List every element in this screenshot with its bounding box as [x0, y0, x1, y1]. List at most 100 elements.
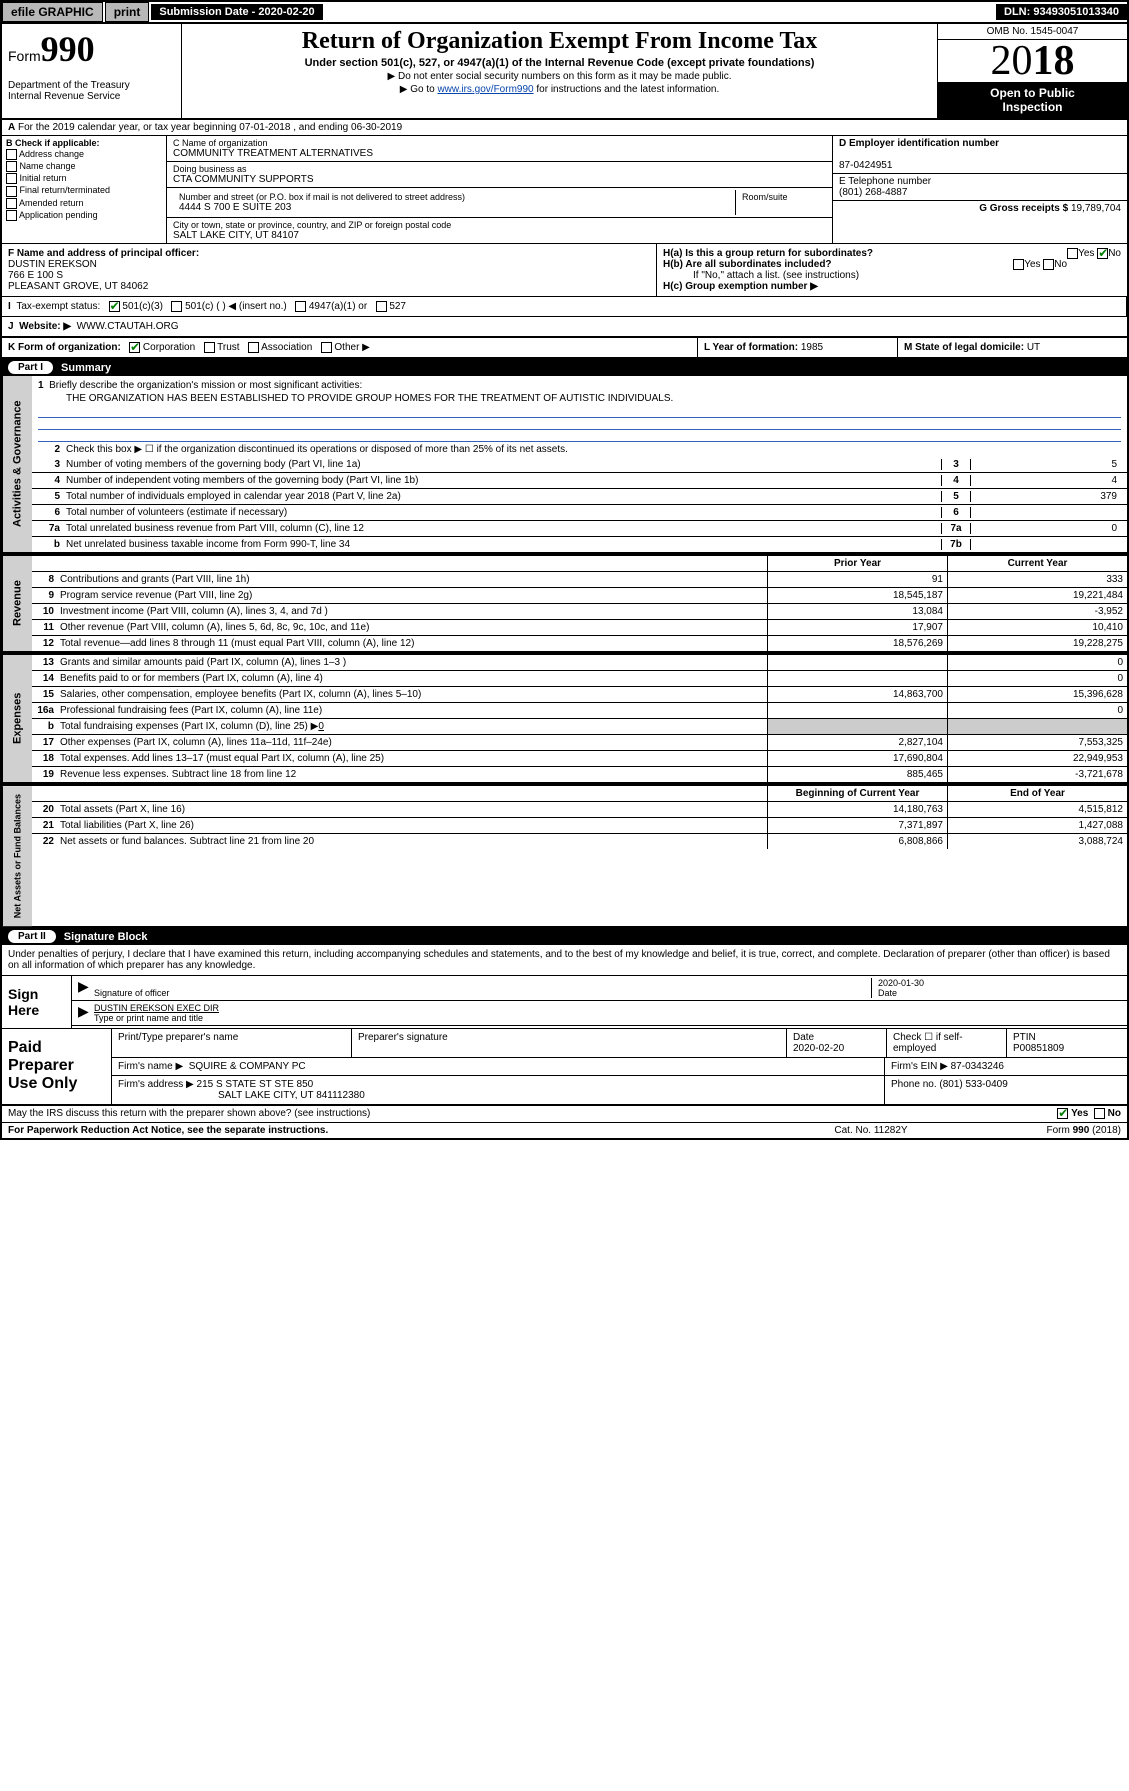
perjury-statement: Under penalties of perjury, I declare th…: [2, 945, 1127, 976]
e19-prior: 885,465: [767, 767, 947, 782]
col-prior-year: Prior Year: [767, 556, 947, 571]
val-7a: 0: [971, 523, 1121, 534]
form-subtitle-1: Under section 501(c), 527, or 4947(a)(1)…: [190, 57, 929, 69]
telephone: (801) 268-4887: [839, 187, 1121, 198]
chk-initial-return[interactable]: Initial return: [6, 173, 162, 184]
row-i-tax-status: I Tax-exempt status: 501(c)(3) 501(c) ( …: [2, 297, 1127, 317]
cat-number: Cat. No. 11282Y: [771, 1125, 971, 1136]
tab-governance: Activities & Governance: [2, 376, 32, 552]
val-5: 379: [971, 491, 1121, 502]
r11-prior: 17,907: [767, 620, 947, 635]
prep-date: 2020-02-20: [793, 1043, 844, 1054]
chk-discuss-yes[interactable]: [1057, 1108, 1068, 1119]
e16a-curr: 0: [947, 703, 1127, 718]
e17-curr: 7,553,325: [947, 735, 1127, 750]
topbar: efile GRAPHIC print Submission Date - 20…: [2, 2, 1127, 24]
chk-amended-return[interactable]: Amended return: [6, 198, 162, 209]
e13-curr: 0: [947, 655, 1127, 670]
row-k-l-m: K Form of organization: Corporation Trus…: [2, 338, 1127, 359]
col-boy: Beginning of Current Year: [767, 786, 947, 801]
ein-cell: D Employer identification number 87-0424…: [833, 136, 1127, 174]
tab-revenue: Revenue: [2, 556, 32, 651]
chk-address-change[interactable]: Address change: [6, 149, 162, 160]
efile-button[interactable]: efile GRAPHIC: [2, 2, 103, 22]
signature-block: Under penalties of perjury, I declare th…: [2, 945, 1127, 1106]
form-footer: For Paperwork Reduction Act Notice, see …: [2, 1122, 1127, 1138]
n22-boy: 6,808,866: [767, 834, 947, 849]
r12-prior: 18,576,269: [767, 636, 947, 651]
chk-name-change[interactable]: Name change: [6, 161, 162, 172]
r10-prior: 13,084: [767, 604, 947, 619]
chk-527[interactable]: [376, 301, 387, 312]
street-address: 4444 S 700 E SUITE 203: [179, 202, 729, 213]
form-header: Form990 Department of the Treasury Inter…: [2, 24, 1127, 120]
tax-year: 2018: [938, 40, 1127, 82]
chk-application-pending[interactable]: Application pending: [6, 210, 162, 221]
website-url: WWW.CTAUTAH.ORG: [77, 321, 179, 332]
col-eoy: End of Year: [947, 786, 1127, 801]
tab-net-assets: Net Assets or Fund Balances: [2, 786, 32, 926]
gross-receipts-cell: G Gross receipts $ 19,789,704: [833, 201, 1127, 216]
e14-curr: 0: [947, 671, 1127, 686]
tab-expenses: Expenses: [2, 655, 32, 782]
form-version: Form 990 (2018): [971, 1125, 1121, 1136]
firm-ein: 87-0343246: [951, 1061, 1004, 1072]
signature-arrow-icon: ▶: [78, 978, 94, 998]
n20-boy: 14,180,763: [767, 802, 947, 817]
chk-trust[interactable]: [204, 342, 215, 353]
officer-name: DUSTIN EREKSON EXEC DIR: [94, 1003, 219, 1013]
chk-501c[interactable]: [171, 301, 182, 312]
form-subtitle-2: ▶ Do not enter social security numbers o…: [190, 71, 929, 82]
org-name-cell: C Name of organization COMMUNITY TREATME…: [167, 136, 832, 162]
firm-phone: (801) 533-0409: [939, 1079, 1007, 1090]
n21-eoy: 1,427,088: [947, 818, 1127, 833]
ptin: P00851809: [1013, 1043, 1064, 1054]
principal-officer: F Name and address of principal officer:…: [2, 244, 657, 296]
chk-4947[interactable]: [295, 301, 306, 312]
chk-discuss-no[interactable]: [1094, 1108, 1105, 1119]
department: Department of the Treasury Internal Reve…: [8, 80, 175, 102]
print-button[interactable]: print: [105, 2, 150, 22]
dba: CTA COMMUNITY SUPPORTS: [173, 174, 826, 185]
form-number: Form990: [8, 28, 175, 70]
r9-prior: 18,545,187: [767, 588, 947, 603]
e19-curr: -3,721,678: [947, 767, 1127, 782]
dln: DLN: 93493051013340: [996, 4, 1127, 20]
form-subtitle-3: ▶ Go to www.irs.gov/Form990 for instruct…: [190, 84, 929, 95]
part-i-header: Part I Summary: [2, 359, 1127, 376]
room-suite: Room/suite: [736, 190, 826, 215]
ein: 87-0424951: [839, 160, 892, 171]
chk-other[interactable]: [321, 342, 332, 353]
val-7b: [971, 539, 1121, 550]
e18-curr: 22,949,953: [947, 751, 1127, 766]
discuss-footer: May the IRS discuss this return with the…: [2, 1106, 1127, 1121]
e13-prior: [767, 655, 947, 670]
part-ii-header: Part II Signature Block: [2, 928, 1127, 945]
city-cell: City or town, state or province, country…: [167, 218, 832, 243]
phone-cell: E Telephone number (801) 268-4887: [833, 174, 1127, 201]
org-name: COMMUNITY TREATMENT ALTERNATIVES: [173, 148, 826, 159]
dba-cell: Doing business as CTA COMMUNITY SUPPORTS: [167, 162, 832, 188]
val-6: [971, 507, 1121, 518]
r12-curr: 19,228,275: [947, 636, 1127, 651]
chk-final-return[interactable]: Final return/terminated: [6, 185, 162, 196]
street-cell: Number and street (or P.O. box if mail i…: [167, 188, 832, 218]
col-current-year: Current Year: [947, 556, 1127, 571]
n22-eoy: 3,088,724: [947, 834, 1127, 849]
n20-eoy: 4,515,812: [947, 802, 1127, 817]
submission-date: Submission Date - 2020-02-20: [151, 4, 322, 20]
year-formation: L Year of formation: 1985: [697, 338, 897, 357]
chk-501c3[interactable]: [109, 301, 120, 312]
r9-curr: 19,221,484: [947, 588, 1127, 603]
chk-corporation[interactable]: [129, 342, 140, 353]
r8-prior: 91: [767, 572, 947, 587]
val-4: 4: [971, 475, 1121, 486]
chk-association[interactable]: [248, 342, 259, 353]
r10-curr: -3,952: [947, 604, 1127, 619]
instructions-link[interactable]: www.irs.gov/Form990: [437, 84, 533, 95]
e18-prior: 17,690,804: [767, 751, 947, 766]
city-state-zip: SALT LAKE CITY, UT 84107: [173, 230, 826, 241]
r8-curr: 333: [947, 572, 1127, 587]
row-j-website: J Website: ▶ WWW.CTAUTAH.ORG: [2, 317, 1127, 338]
entity-info-grid: B Check if applicable: Address change Na…: [2, 136, 1127, 244]
